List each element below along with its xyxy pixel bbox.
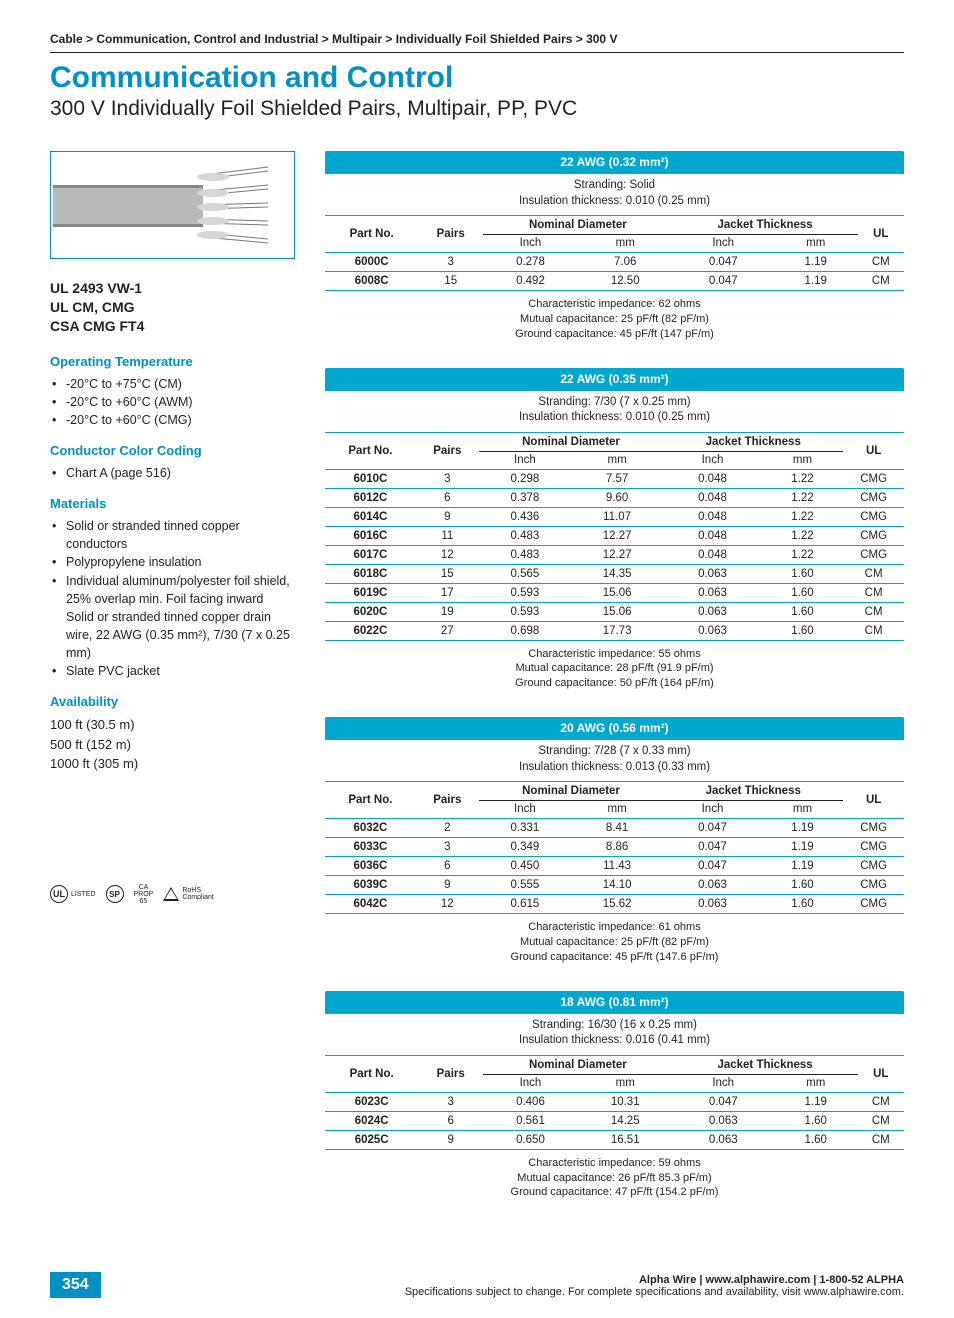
list-item: Slate PVC jacket [52, 662, 295, 680]
materials-list: Solid or stranded tinned copper conducto… [50, 517, 295, 680]
rohs-badge: RoHS Compliant [163, 887, 214, 901]
table-row: 6016C110.48312.270.0481.22CMG [325, 526, 904, 545]
table-row: 6019C170.59315.060.0631.60CM [325, 583, 904, 602]
table-row: 6022C270.69817.730.0631.60CM [325, 621, 904, 640]
table-subtitle: Stranding: 7/28 (7 x 0.33 mm)Insulation … [325, 739, 904, 782]
footer-disclaimer: Specifications subject to change. For co… [405, 1286, 904, 1298]
page-subtitle: 300 V Individually Foil Shielded Pairs, … [50, 97, 904, 121]
table-title: 20 AWG (0.56 mm²) [325, 717, 904, 739]
list-item: Polypropylene insulation [52, 553, 295, 571]
data-table: Part No.PairsNominal DiameterJacket Thic… [325, 433, 904, 641]
table-row: 6008C150.49212.500.0471.19CM [325, 272, 904, 291]
data-table: Part No.PairsNominal DiameterJacket Thic… [325, 1056, 904, 1150]
table-row: 6014C90.43611.070.0481.22CMG [325, 507, 904, 526]
page-footer: Alpha Wire | www.alphawire.com | 1-800-5… [405, 1274, 904, 1298]
table-subtitle: Stranding: SolidInsulation thickness: 0.… [325, 173, 904, 216]
spec-table: 18 AWG (0.81 mm²)Stranding: 16/30 (16 x … [325, 991, 904, 1201]
list-item: -20°C to +60°C (CMG) [52, 411, 295, 429]
list-item: Solid or stranded tinned copper conducto… [52, 517, 295, 553]
table-footnote: Characteristic impedance: 55 ohmsMutual … [325, 647, 904, 692]
data-table: Part No.PairsNominal DiameterJacket Thic… [325, 782, 904, 914]
color-coding-heading: Conductor Color Coding [50, 443, 295, 458]
op-temp-heading: Operating Temperature [50, 354, 295, 369]
breadcrumb: Cable > Communication, Control and Indus… [50, 32, 904, 53]
data-table: Part No.PairsNominal DiameterJacket Thic… [325, 216, 904, 291]
page-title: Communication and Control [50, 61, 904, 95]
table-footnote: Characteristic impedance: 59 ohmsMutual … [325, 1156, 904, 1201]
table-row: 6017C120.48312.270.0481.22CMG [325, 545, 904, 564]
table-row: 6023C30.40610.310.0471.19CM [325, 1092, 904, 1111]
table-row: 6024C60.56114.250.0631.60CM [325, 1111, 904, 1130]
specs-heading: UL 2493 VW-1 UL CM, CMG CSA CMG FT4 [50, 279, 295, 336]
table-row: 6036C60.45011.430.0471.19CMG [325, 857, 904, 876]
footer-company: Alpha Wire | www.alphawire.com | 1-800-5… [405, 1274, 904, 1286]
table-row: 6020C190.59315.060.0631.60CM [325, 602, 904, 621]
table-title: 18 AWG (0.81 mm²) [325, 991, 904, 1013]
cable-diagram [50, 151, 295, 259]
ca-prop65-badge: CA PROP 65 [134, 884, 154, 905]
availability-heading: Availability [50, 694, 295, 709]
table-row: 6000C30.2787.060.0471.19CM [325, 253, 904, 272]
cert-badges: ULLISTED SP CA PROP 65 RoHS Compliant [50, 884, 295, 905]
sp-badge: SP [106, 885, 124, 903]
spec-table: 22 AWG (0.35 mm²)Stranding: 7/30 (7 x 0.… [325, 368, 904, 692]
table-title: 22 AWG (0.35 mm²) [325, 368, 904, 390]
table-row: 6010C30.2987.570.0481.22CMG [325, 469, 904, 488]
color-coding-list: Chart A (page 516) [50, 464, 295, 482]
table-row: 6033C30.3498.860.0471.19CMG [325, 838, 904, 857]
ul-listed-badge: ULLISTED [50, 885, 96, 903]
table-footnote: Characteristic impedance: 61 ohmsMutual … [325, 920, 904, 965]
table-row: 6032C20.3318.410.0471.19CMG [325, 819, 904, 838]
page-number: 354 [50, 1272, 101, 1298]
table-row: 6018C150.56514.350.0631.60CM [325, 564, 904, 583]
table-subtitle: Stranding: 16/30 (16 x 0.25 mm)Insulatio… [325, 1013, 904, 1056]
list-item: -20°C to +75°C (CM) [52, 375, 295, 393]
table-row: 6025C90.65016.510.0631.60CM [325, 1130, 904, 1149]
table-row: 6042C120.61515.620.0631.60CMG [325, 895, 904, 914]
list-item: Individual aluminum/polyester foil shiel… [52, 572, 295, 663]
table-subtitle: Stranding: 7/30 (7 x 0.25 mm)Insulation … [325, 390, 904, 433]
table-footnote: Characteristic impedance: 62 ohmsMutual … [325, 297, 904, 342]
table-title: 22 AWG (0.32 mm²) [325, 151, 904, 173]
spec-table: 20 AWG (0.56 mm²)Stranding: 7/28 (7 x 0.… [325, 717, 904, 965]
table-row: 6039C90.55514.100.0631.60CMG [325, 876, 904, 895]
left-column: UL 2493 VW-1 UL CM, CMG CSA CMG FT4 Oper… [50, 151, 295, 905]
tables-column: 22 AWG (0.32 mm²)Stranding: SolidInsulat… [325, 151, 904, 1226]
materials-heading: Materials [50, 496, 295, 511]
op-temp-list: -20°C to +75°C (CM)-20°C to +60°C (AWM)-… [50, 375, 295, 429]
table-row: 6012C60.3789.600.0481.22CMG [325, 488, 904, 507]
availability-text: 100 ft (30.5 m) 500 ft (152 m) 1000 ft (… [50, 715, 295, 774]
spec-table: 22 AWG (0.32 mm²)Stranding: SolidInsulat… [325, 151, 904, 342]
list-item: -20°C to +60°C (AWM) [52, 393, 295, 411]
list-item: Chart A (page 516) [52, 464, 295, 482]
